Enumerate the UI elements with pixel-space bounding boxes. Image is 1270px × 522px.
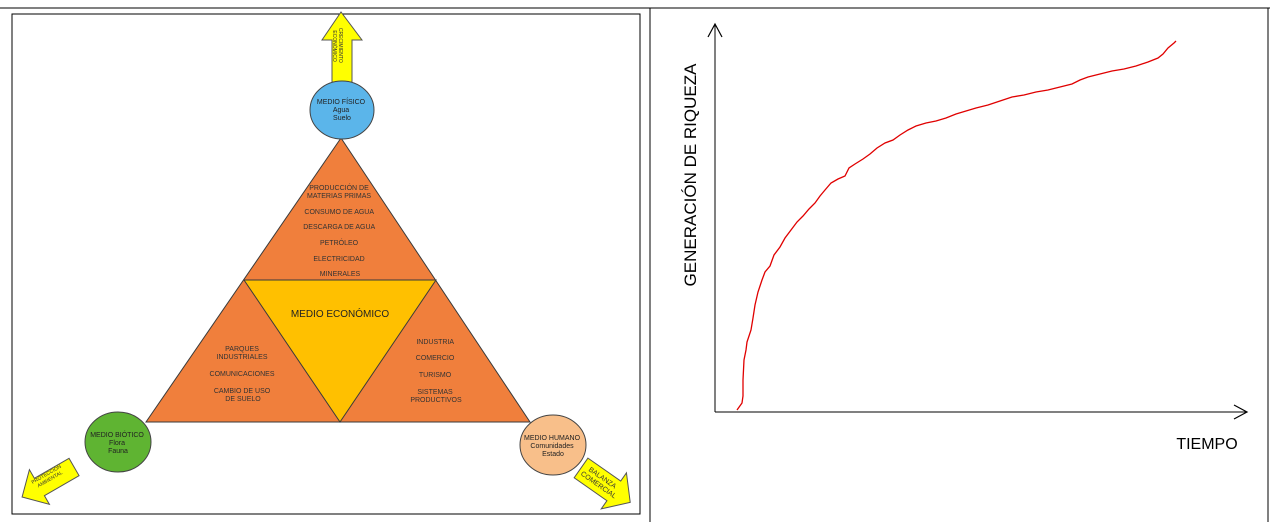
svg-text:MEDIO FÍSICO Agua: MEDIO FÍSICO Agua Suelo	[317, 97, 367, 122]
left-triangle-text: PARQUES INDUSTRIALES COMUNICACIONES CAMB…	[210, 346, 277, 403]
left-item-5: DE SUELO	[225, 396, 261, 403]
medio-humano-title: MEDIO HUMANO	[524, 435, 581, 442]
right-item-1: INDUSTRIA	[416, 339, 454, 346]
medio-fisico-item-2: Suelo	[333, 115, 351, 122]
right-triangle-text: INDUSTRIA COMERCIO TURISMO SISTEMAS PROD…	[410, 339, 462, 404]
top-item-3: CONSUMO DE AGUA	[304, 209, 374, 216]
wealth-curve	[736, 40, 1177, 411]
medio-humano-circle	[519, 414, 587, 476]
svg-text:CRECIMIENTO ECONÓMICO: CRECIMIENTO ECONÓMICO	[331, 28, 343, 64]
top-item-7: MINERALES	[320, 271, 361, 278]
left-item-4: CAMBIO DE USO	[214, 388, 271, 395]
x-axis-label: TIEMPO	[1176, 436, 1237, 453]
top-arrow-label-2: ECONÓMICO	[331, 30, 338, 62]
right-item-3: TURISMO	[419, 372, 452, 379]
medio-biotico-item-2: Fauna	[108, 448, 128, 455]
economic-environment-diagram: CRECIMIENTO ECONÓMICO PROTECCIÓN AMBIENT…	[11, 11, 641, 515]
medio-biotico-title: MEDIO BIÓTICO	[90, 430, 144, 439]
top-item-6: ELECTRICIDAD	[313, 256, 364, 263]
medio-fisico-circle	[309, 80, 375, 140]
center-triangle	[243, 279, 437, 423]
top-arrow-label-1: CRECIMIENTO	[337, 28, 343, 63]
wealth-curve-chart: GENERACIÓN DE RIQUEZA TIEMPO	[681, 22, 1249, 453]
left-item-2: INDUSTRIALES	[217, 354, 268, 361]
top-item-5: PETRÓLEO	[320, 238, 359, 247]
top-item-4: DESCARGA DE AGUA	[303, 224, 375, 231]
medio-humano-item-2: Estado	[542, 451, 564, 458]
medio-fisico-item-1: Agua	[333, 107, 349, 114]
left-item-1: PARQUES	[225, 346, 259, 353]
left-item-3: COMUNICACIONES	[210, 371, 275, 378]
top-item-2: MATERIAS PRIMAS	[307, 193, 371, 200]
top-triangle-text: PRODUCCIÓN DE MATERIAS PRIMAS CONSUMO DE…	[303, 183, 377, 278]
medio-biotico-item-1: Flora	[109, 440, 125, 447]
top-item-1: PRODUCCIÓN DE	[309, 183, 369, 192]
right-item-5: PRODUCTIVOS	[410, 397, 462, 404]
medio-biotico-circle	[84, 411, 152, 473]
y-axis-label: GENERACIÓN DE RIQUEZA	[681, 63, 700, 287]
center-label: MEDIO ECONÓMICO	[291, 307, 390, 320]
right-item-4: SISTEMAS	[417, 389, 453, 396]
right-item-2: COMERCIO	[416, 355, 455, 362]
medio-humano-item-1: Comunidades	[530, 443, 574, 450]
medio-fisico-title: MEDIO FÍSICO	[317, 97, 366, 106]
svg-text:MEDIO BIÓTICO Flora: MEDIO BIÓTICO Flora Fauna	[90, 430, 146, 455]
svg-text:MEDIO HUMANO Comunidades: MEDIO HUMANO Comunidades Estado	[524, 435, 582, 458]
